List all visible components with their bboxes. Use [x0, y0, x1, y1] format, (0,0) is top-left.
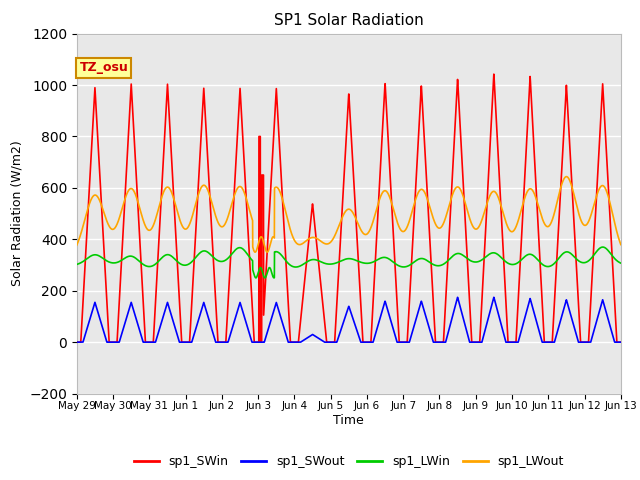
Text: TZ_osu: TZ_osu — [79, 61, 128, 74]
X-axis label: Time: Time — [333, 414, 364, 427]
Title: SP1 Solar Radiation: SP1 Solar Radiation — [274, 13, 424, 28]
Legend: sp1_SWin, sp1_SWout, sp1_LWin, sp1_LWout: sp1_SWin, sp1_SWout, sp1_LWin, sp1_LWout — [129, 450, 569, 473]
Y-axis label: Solar Radiation (W/m2): Solar Radiation (W/m2) — [11, 141, 24, 287]
